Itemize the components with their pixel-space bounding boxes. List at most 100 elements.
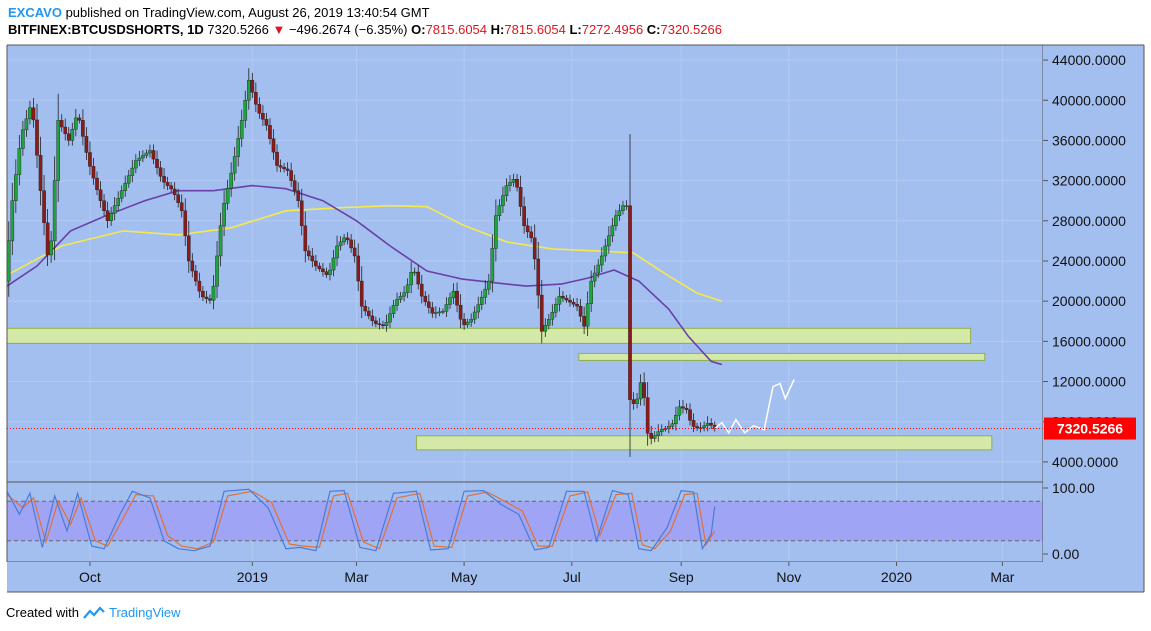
- candle-body: [190, 260, 195, 272]
- support-zone: [578, 352, 986, 361]
- candle-body: [497, 205, 502, 216]
- candle-body: [31, 107, 36, 121]
- ma-fast-line: [6, 184, 723, 366]
- candle-body: [409, 272, 413, 286]
- candle-body: [705, 423, 710, 426]
- candle-body: [98, 189, 103, 201]
- time-tick-label: Nov: [776, 569, 801, 585]
- candle-body: [564, 297, 569, 301]
- candle-body: [352, 247, 357, 257]
- candle-body: [504, 185, 509, 196]
- candle-body: [356, 255, 361, 282]
- price-chart[interactable]: 4000.00008000.000012000.000016000.000020…: [0, 0, 1151, 600]
- candle-body: [282, 167, 286, 170]
- candle-body: [158, 167, 163, 177]
- support-zone: [415, 435, 993, 451]
- candle-body: [557, 295, 562, 305]
- tradingview-brand[interactable]: TradingView: [108, 605, 181, 620]
- candle-body: [134, 160, 138, 169]
- time-tick-label: Mar: [990, 569, 1014, 585]
- candle-body: [667, 426, 671, 429]
- candle-body: [148, 150, 152, 154]
- price-tick-label: 20000.0000: [1052, 293, 1126, 309]
- candle-body: [402, 292, 406, 297]
- candle-body: [6, 240, 11, 282]
- candle-body: [303, 225, 308, 252]
- open-value: 7815.6054: [425, 22, 488, 37]
- candle-body: [451, 290, 456, 299]
- candle-body: [211, 285, 216, 301]
- candle-body: [137, 157, 142, 161]
- candle-body: [709, 423, 713, 426]
- candle-body: [204, 296, 209, 299]
- candle-body: [289, 170, 293, 181]
- candle-body: [268, 125, 272, 139]
- candle-body: [374, 320, 378, 324]
- tradingview-logo-icon: [83, 605, 105, 619]
- projection-path: [714, 379, 795, 435]
- candle-body: [116, 198, 120, 206]
- candle-body: [603, 245, 608, 257]
- candle-body: [292, 180, 297, 191]
- candle-body: [483, 288, 488, 298]
- candle-body: [112, 205, 117, 214]
- candle-body: [257, 104, 262, 114]
- candle-body: [684, 407, 689, 410]
- publish-info: EXCAVO published on TradingView.com, Aug…: [8, 5, 430, 20]
- candle-body: [656, 431, 661, 436]
- candle-body: [317, 265, 322, 270]
- candle-body: [49, 240, 53, 256]
- candle-body: [285, 168, 290, 171]
- candle-body: [437, 311, 442, 314]
- candle-body: [554, 303, 558, 313]
- candle-body: [328, 269, 332, 275]
- candle-body: [617, 210, 622, 216]
- candle-body: [324, 271, 329, 275]
- candle-body: [155, 158, 159, 168]
- candle-body: [642, 382, 646, 398]
- candle-body: [677, 406, 682, 416]
- open-label: O:: [411, 22, 426, 37]
- candle-body: [536, 258, 541, 296]
- candle-body: [441, 311, 445, 313]
- candle-body: [197, 280, 202, 292]
- candle-body: [162, 176, 166, 183]
- candle-body: [119, 190, 124, 199]
- candle-body: [635, 398, 639, 404]
- candle-body: [384, 321, 389, 326]
- candle-body: [592, 272, 597, 282]
- candle-body: [88, 152, 92, 167]
- time-tick-label: Oct: [79, 569, 101, 585]
- ma-slow-line: [6, 204, 723, 302]
- close-label: C:: [646, 22, 661, 37]
- author-name[interactable]: EXCAVO: [8, 5, 62, 20]
- candle-body: [95, 177, 99, 191]
- candle-body: [638, 382, 643, 400]
- candle-body: [501, 195, 505, 206]
- candle-body: [321, 268, 325, 272]
- candle-body: [201, 290, 205, 298]
- candle-body: [599, 255, 604, 266]
- stoch-band: [7, 501, 1043, 541]
- candle-body: [232, 156, 237, 174]
- candle-body: [479, 296, 484, 305]
- candle-body: [462, 319, 466, 326]
- candle-body: [81, 120, 85, 137]
- candle-body: [412, 271, 417, 274]
- price-tick-label: 40000.0000: [1052, 92, 1126, 108]
- candle-body: [172, 188, 177, 195]
- candle-body: [21, 129, 25, 149]
- candle-body: [105, 210, 110, 222]
- candle-body: [56, 120, 60, 181]
- candle-body: [487, 280, 491, 290]
- candle-body: [405, 284, 410, 294]
- candle-body: [35, 119, 39, 156]
- candle-body: [388, 313, 392, 323]
- candle-body: [14, 174, 18, 201]
- candle-body: [10, 200, 15, 242]
- candle-body: [571, 301, 576, 305]
- chart-background: [7, 45, 1043, 562]
- candle-body: [494, 215, 498, 249]
- candle-body: [91, 166, 96, 179]
- time-tick-label: May: [451, 569, 477, 585]
